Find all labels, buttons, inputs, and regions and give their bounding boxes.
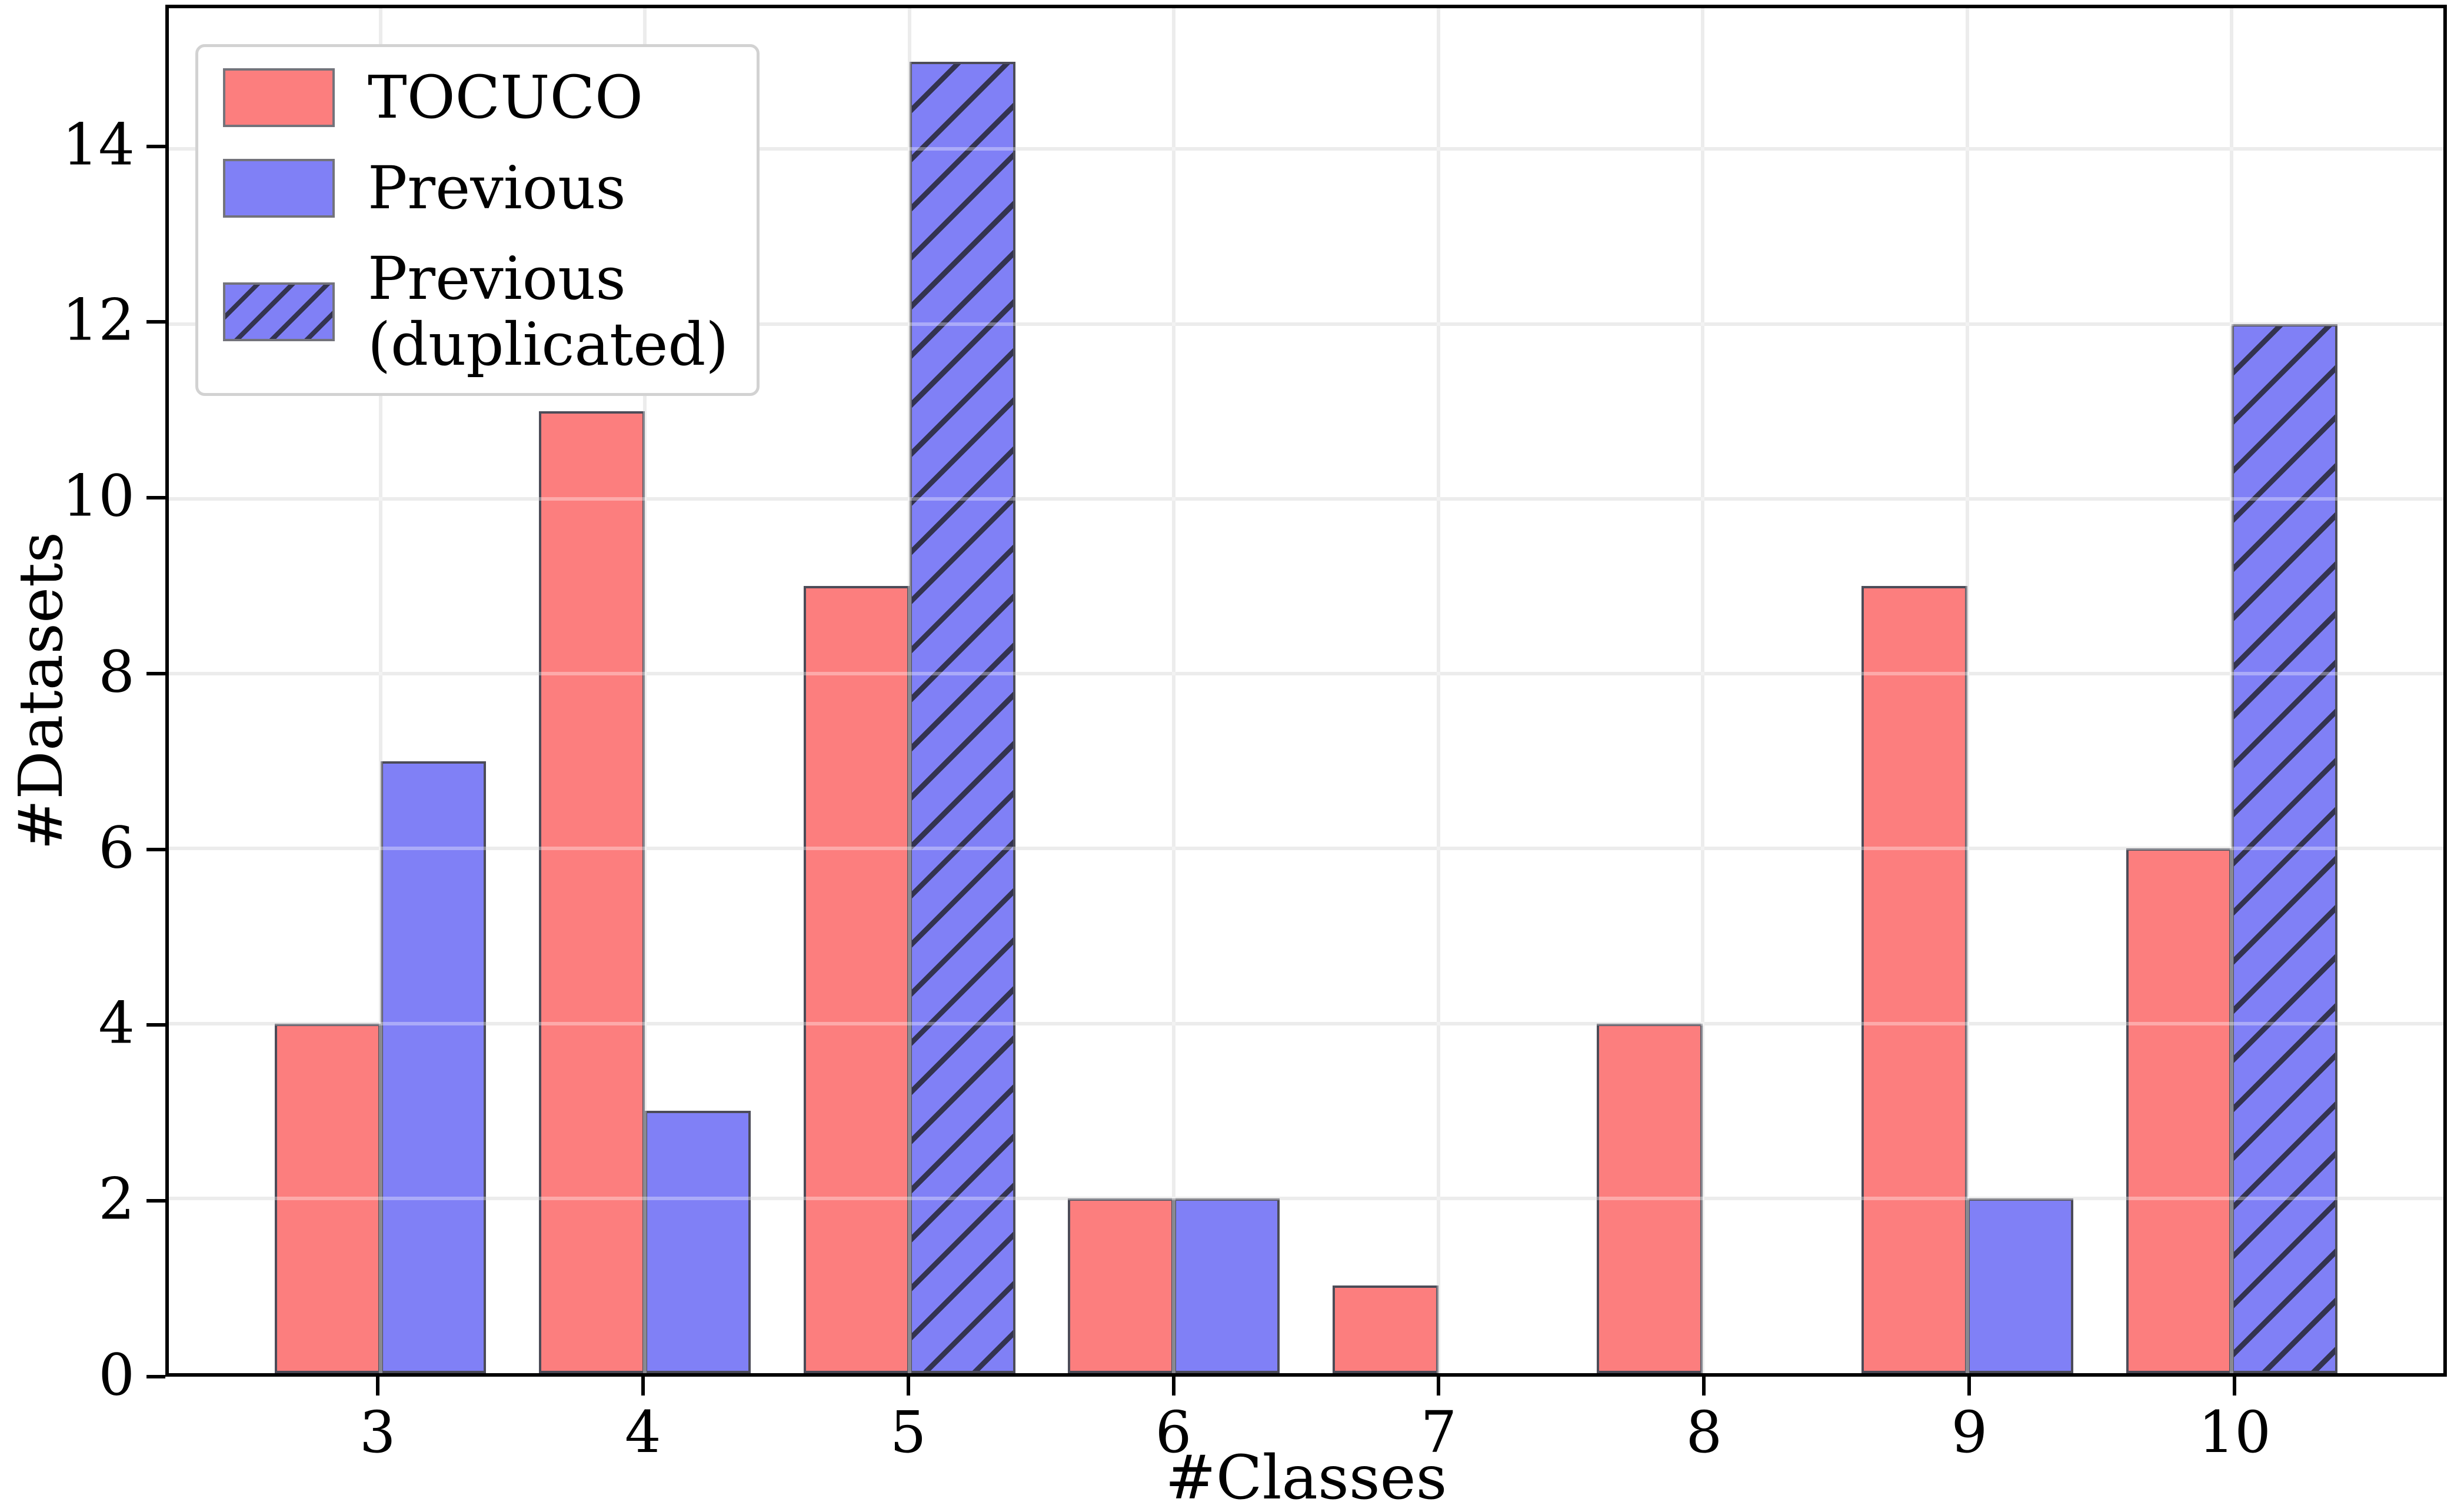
y-tick-mark bbox=[146, 847, 165, 851]
y-tick-label: 6 bbox=[98, 814, 135, 881]
h-gridline bbox=[169, 672, 2443, 676]
legend-entry-previous-duplicated: Previous (duplicated) bbox=[223, 246, 728, 378]
x-tick-label: 4 bbox=[624, 1399, 661, 1466]
v-gridline bbox=[1701, 8, 1705, 1373]
bar-tocuco-class-3 bbox=[274, 1023, 381, 1373]
bar-previous-class-3 bbox=[380, 761, 487, 1373]
plot-area bbox=[165, 5, 2447, 1377]
x-tick-mark bbox=[1967, 1377, 1972, 1396]
y-tick-mark bbox=[146, 1375, 165, 1378]
h-gridline bbox=[169, 847, 2443, 851]
bar-previous-duplicated--class-5 bbox=[909, 61, 1015, 1373]
bar-tocuco-class-7 bbox=[1332, 1285, 1438, 1373]
legend-entry-previous: Previous bbox=[223, 155, 728, 221]
h-gridline bbox=[169, 1021, 2443, 1025]
x-tick-label: 8 bbox=[1686, 1399, 1723, 1466]
h-gridline bbox=[169, 672, 2443, 676]
v-gridline bbox=[1172, 8, 1176, 1373]
v-gridline bbox=[378, 8, 382, 1373]
tocuco-swatch-icon bbox=[223, 68, 335, 127]
bar-tocuco-class-10 bbox=[2126, 848, 2232, 1373]
h-gridline bbox=[169, 1021, 2443, 1025]
h-gridline bbox=[169, 322, 2443, 326]
y-tick-label: 2 bbox=[98, 1165, 135, 1233]
bar-tocuco-class-8 bbox=[1597, 1023, 1703, 1373]
bar-previous-duplicated--class-10 bbox=[2232, 324, 2338, 1373]
v-gridline bbox=[2230, 8, 2234, 1373]
h-gridline bbox=[169, 147, 2443, 151]
v-gridline bbox=[378, 8, 382, 1373]
y-tick-mark bbox=[146, 1023, 165, 1027]
v-gridline bbox=[1436, 8, 1440, 1373]
gridlines-under-layer bbox=[169, 8, 2443, 1373]
y-tick-label: 0 bbox=[98, 1341, 135, 1408]
y-tick-mark bbox=[146, 320, 165, 324]
bar-previous-class-4 bbox=[645, 1111, 751, 1373]
x-tick-label: 7 bbox=[1420, 1399, 1457, 1466]
bar-previous-class-9 bbox=[1967, 1198, 2073, 1373]
y-tick-label: 14 bbox=[62, 111, 135, 178]
y-tick-mark bbox=[146, 496, 165, 500]
v-gridline bbox=[1965, 8, 1969, 1373]
h-gridline bbox=[169, 322, 2443, 326]
x-tick-label: 3 bbox=[359, 1399, 396, 1466]
h-gridline bbox=[169, 497, 2443, 501]
legend-label: Previous (duplicated) bbox=[368, 244, 729, 379]
bar-tocuco-class-5 bbox=[803, 586, 910, 1373]
x-tick-mark bbox=[641, 1377, 645, 1396]
bar-tocuco-class-9 bbox=[1861, 586, 1967, 1373]
x-tick-mark bbox=[1702, 1377, 1706, 1396]
x-axis: 3 4 5 6 7 8 9 10 bbox=[165, 1377, 2447, 1477]
legend-label: Previous bbox=[368, 154, 626, 222]
bars-layer bbox=[169, 8, 2443, 1373]
x-tick-mark bbox=[906, 1377, 910, 1396]
y-tick-mark bbox=[146, 144, 165, 148]
y-tick-mark bbox=[146, 1199, 165, 1203]
x-tick-label: 6 bbox=[1155, 1399, 1192, 1466]
plot-inner bbox=[169, 8, 2443, 1373]
h-gridline bbox=[169, 1196, 2443, 1200]
v-gridline bbox=[1965, 8, 1969, 1373]
h-gridline bbox=[169, 147, 2443, 151]
v-gridline bbox=[1436, 8, 1440, 1373]
legend: TOCUCO Previous Previous (duplicated) bbox=[195, 44, 760, 396]
legend-entry-tocuco: TOCUCO bbox=[223, 65, 728, 131]
y-tick-label: 12 bbox=[62, 287, 135, 354]
x-axis-label: #Classes bbox=[1165, 1443, 1447, 1512]
x-tick-mark bbox=[2233, 1377, 2237, 1396]
gridlines-over-layer bbox=[169, 8, 2443, 1373]
x-tick-label: 9 bbox=[1951, 1399, 1988, 1466]
v-gridline bbox=[907, 8, 911, 1373]
bar-previous-class-6 bbox=[1174, 1198, 1280, 1373]
y-tick-label: 10 bbox=[62, 462, 135, 529]
h-gridline bbox=[169, 497, 2443, 501]
v-gridline bbox=[1172, 8, 1176, 1373]
h-gridline bbox=[169, 1196, 2443, 1200]
bar-tocuco-class-4 bbox=[539, 411, 645, 1373]
y-axis: 0 2 4 6 8 10 12 14 bbox=[0, 5, 165, 1404]
h-gridline bbox=[169, 847, 2443, 851]
previous-swatch-icon bbox=[223, 159, 335, 218]
v-gridline bbox=[643, 8, 647, 1373]
x-tick-label: 5 bbox=[890, 1399, 927, 1466]
bar-tocuco-class-6 bbox=[1068, 1198, 1174, 1373]
y-tick-label: 8 bbox=[98, 638, 135, 705]
x-tick-mark bbox=[1171, 1377, 1175, 1396]
previous-duplicated-swatch-icon bbox=[223, 282, 335, 341]
x-tick-mark bbox=[375, 1377, 379, 1396]
v-gridline bbox=[1701, 8, 1705, 1373]
legend-label: TOCUCO bbox=[368, 63, 643, 132]
v-gridline bbox=[643, 8, 647, 1373]
x-tick-label: 10 bbox=[2198, 1399, 2271, 1466]
y-tick-label: 4 bbox=[98, 990, 135, 1057]
y-tick-mark bbox=[146, 671, 165, 675]
x-tick-mark bbox=[1437, 1377, 1441, 1396]
